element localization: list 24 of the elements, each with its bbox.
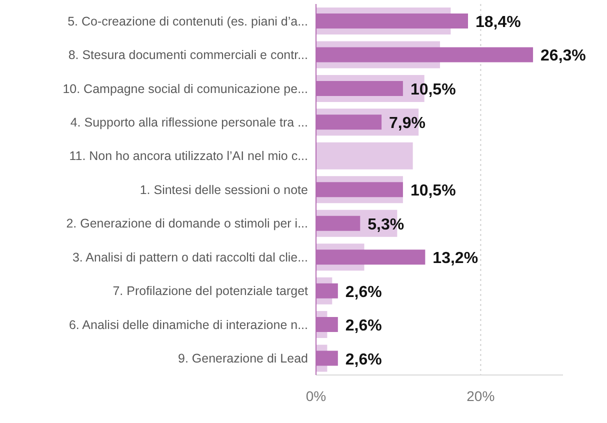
- data-label: 2,6%: [345, 351, 382, 368]
- bar: [316, 142, 413, 170]
- y-tick-label: 1. Sintesi delle sessioni o note: [140, 182, 308, 197]
- data-label: 10,5%: [410, 182, 456, 200]
- y-tick-label: 11. Non ho ancora utilizzato l’AI nel mio c...: [69, 149, 308, 164]
- data-label: 5,3%: [368, 216, 404, 234]
- data-label: 13,2%: [432, 250, 478, 268]
- y-tick-label: 10. Campagne social di comunicazione pe...: [62, 82, 308, 96]
- data-label: 26,3%: [540, 48, 586, 65]
- data-label: 18,4%: [475, 14, 521, 31]
- y-tick-label: 2. Generazione di domande o stimoli per i...: [66, 216, 308, 231]
- data-label: 2,6%: [345, 284, 382, 301]
- y-tick-label: 9. Generazione di Lead: [178, 352, 308, 366]
- x-tick-label: 0%: [306, 388, 326, 404]
- y-tick-label: 4. Supporto alla riflessione personale tra ...: [70, 115, 308, 130]
- data-label: 7,9%: [389, 115, 426, 132]
- y-tick-label: 7. Profilazione del potenziale target: [112, 284, 309, 298]
- y-tick-label: 8. Stesura documenti commerciali e contr...: [68, 48, 308, 62]
- y-tick-label: 6. Analisi delle dinamiche di interazione n...: [68, 318, 308, 332]
- data-label: 10,5%: [410, 81, 456, 98]
- y-tick-label: 3. Analisi di pattern o dati raccolti dal clie...: [72, 250, 308, 264]
- y-tick-label: 5. Co-creazione di contenuti (es. piani d’a...: [68, 14, 308, 28]
- data-label: 2,6%: [345, 318, 382, 335]
- x-tick-label: 20%: [466, 388, 495, 404]
